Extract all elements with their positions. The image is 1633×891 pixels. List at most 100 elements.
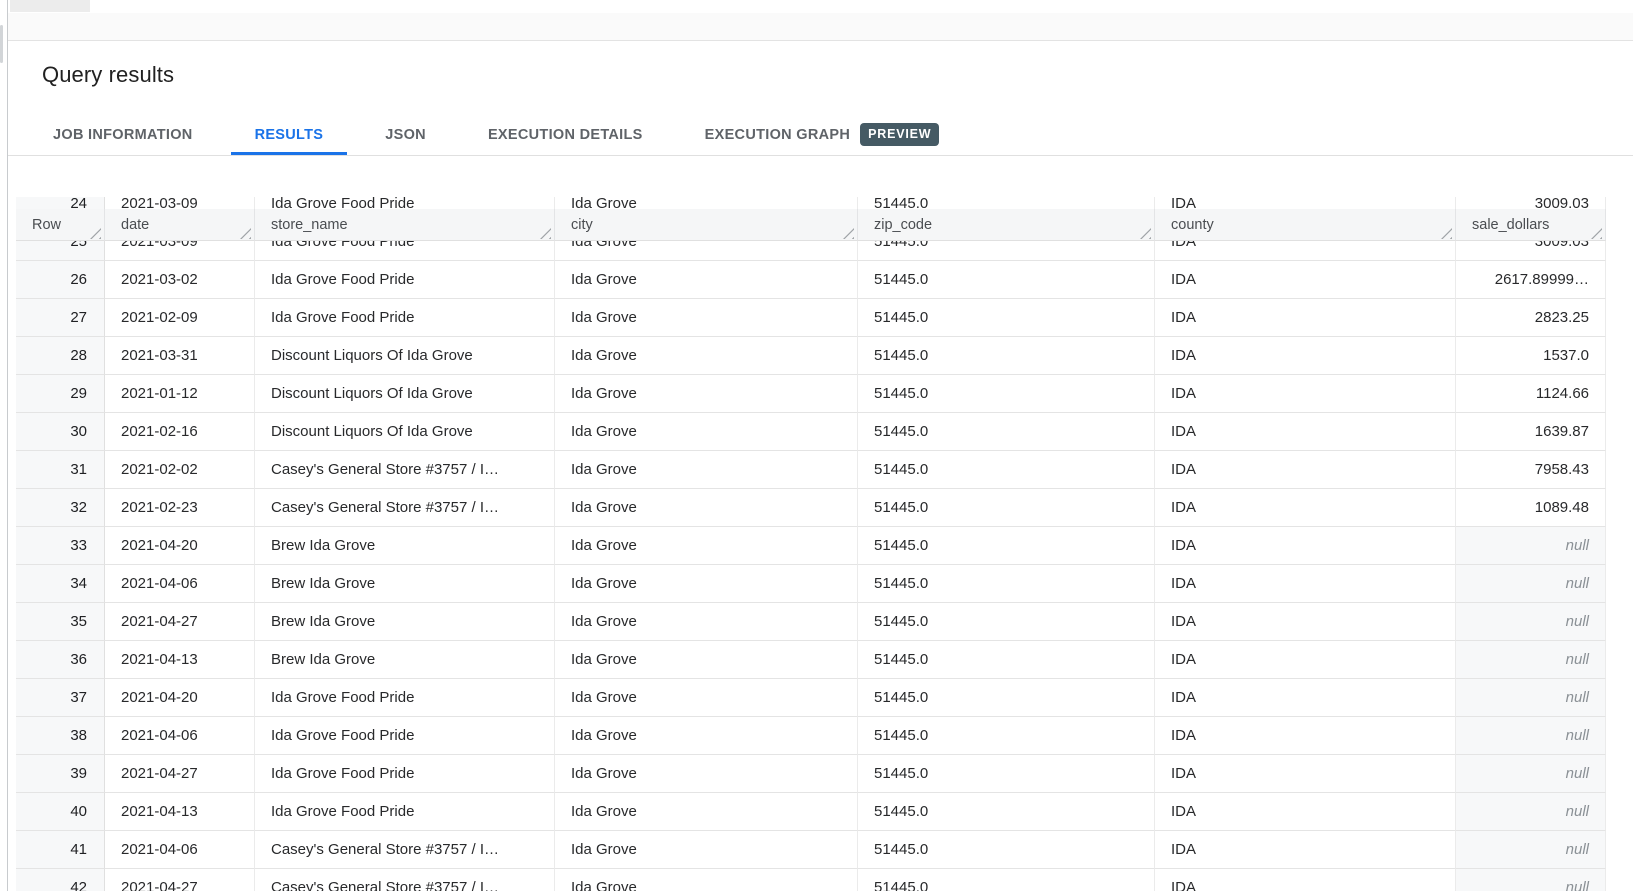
cell-city: Ida Grove — [555, 337, 858, 375]
cell-county: IDA — [1155, 337, 1456, 375]
table-row: 36 2021-04-13 Brew Ida Grove Ida Grove 51445… — [16, 641, 1606, 679]
row-number: 31 — [16, 451, 105, 489]
editor-scrollbar-thumb[interactable] — [10, 0, 90, 12]
cell-store-name: Casey's General Store #3757 / I… — [255, 489, 555, 527]
cell-county: IDA — [1155, 527, 1456, 565]
cell-city: Ida Grove — [555, 489, 858, 527]
table-row: 39 2021-04-27 Ida Grove Food Pride Ida Grov… — [16, 755, 1606, 793]
cell-date: 2021-04-27 — [105, 869, 255, 891]
cell-store-name: Discount Liquors Of Ida Grove — [255, 375, 555, 413]
column-header-label: county — [1171, 217, 1214, 233]
column-resize-handle-icon[interactable] — [843, 228, 854, 239]
cell-city: Ida Grove — [555, 603, 858, 641]
cell-store-name: Ida Grove Food Pride — [255, 299, 555, 337]
column-header-row: Row — [16, 209, 105, 241]
cell-zip-code: 51445.0 — [858, 679, 1155, 717]
cell-county: IDA — [1155, 375, 1456, 413]
tab-json[interactable]: JSON — [361, 114, 450, 155]
cell-zip-code: 51445.0 — [858, 755, 1155, 793]
panel-divider — [7, 0, 8, 891]
tab-results[interactable]: RESULTS — [230, 114, 348, 155]
cell-city: Ida Grove — [555, 869, 858, 891]
column-header-zip_code: zip_code — [858, 209, 1155, 241]
cell-county: IDA — [1155, 869, 1456, 891]
results-tabbar: JOB INFORMATION RESULTS JSON EXECUTION DETA… — [8, 114, 1633, 156]
cell-sale-dollars: null — [1456, 679, 1606, 717]
row-number: 28 — [16, 337, 105, 375]
cell-sale-dollars: null — [1456, 527, 1606, 565]
cell-zip-code: 51445.0 — [858, 261, 1155, 299]
cell-date: 2021-04-13 — [105, 793, 255, 831]
row-number: 26 — [16, 261, 105, 299]
column-header-store_name: store_name — [255, 209, 555, 241]
table-row: 32 2021-02-23 Casey's General Store #3757 … — [16, 489, 1606, 527]
cell-store-name: Ida Grove Food Pride — [255, 717, 555, 755]
row-number: 36 — [16, 641, 105, 679]
cell-county: IDA — [1155, 717, 1456, 755]
cell-store-name: Brew Ida Grove — [255, 603, 555, 641]
cell-zip-code: 51445.0 — [858, 793, 1155, 831]
cell-zip-code: 51445.0 — [858, 337, 1155, 375]
cell-city: Ida Grove — [555, 641, 858, 679]
tab-label: EXECUTION GRAPH — [704, 126, 851, 143]
cell-store-name: Brew Ida Grove — [255, 527, 555, 565]
table-row: 31 2021-02-02 Casey's General Store #3757 … — [16, 451, 1606, 489]
column-header-sale_dollars: sale_dollars — [1456, 209, 1606, 241]
cell-store-name: Ida Grove Food Pride — [255, 261, 555, 299]
cell-date: 2021-03-31 — [105, 337, 255, 375]
row-number: 30 — [16, 413, 105, 451]
cell-city: Ida Grove — [555, 793, 858, 831]
column-resize-handle-icon[interactable] — [240, 228, 251, 239]
tab-execution-graph[interactable]: EXECUTION GRAPH PREVIEW — [681, 114, 964, 155]
results-table-viewport[interactable]: 24 2021-03-09 Ida Grove Food Pride Ida Grov… — [16, 197, 1606, 891]
cell-date: 2021-02-09 — [105, 299, 255, 337]
column-resize-handle-icon[interactable] — [540, 228, 551, 239]
column-header-label: city — [571, 217, 593, 233]
column-resize-handle-icon[interactable] — [1591, 228, 1602, 239]
cell-sale-dollars: null — [1456, 869, 1606, 891]
cell-sale-dollars: 1089.48 — [1456, 489, 1606, 527]
cell-store-name: Ida Grove Food Pride — [255, 755, 555, 793]
table-row: 40 2021-04-13 Ida Grove Food Pride Ida Grov… — [16, 793, 1606, 831]
column-resize-handle-icon[interactable] — [90, 228, 101, 239]
row-number: 32 — [16, 489, 105, 527]
column-header-label: zip_code — [874, 217, 933, 233]
left-scrollbar-thumb[interactable] — [0, 25, 3, 63]
row-number: 37 — [16, 679, 105, 717]
column-resize-handle-icon[interactable] — [1441, 228, 1452, 239]
cell-sale-dollars: null — [1456, 565, 1606, 603]
results-rows: 24 2021-03-09 Ida Grove Food Pride Ida Grov… — [16, 197, 1606, 891]
cell-date: 2021-04-06 — [105, 717, 255, 755]
cell-zip-code: 51445.0 — [858, 831, 1155, 869]
cell-date: 2021-04-27 — [105, 603, 255, 641]
cell-zip-code: 51445.0 — [858, 413, 1155, 451]
cell-sale-dollars: 2823.25 — [1456, 299, 1606, 337]
cell-city: Ida Grove — [555, 831, 858, 869]
cell-date: 2021-04-13 — [105, 641, 255, 679]
table-row: 42 2021-04-27 Casey's General Store #3757 … — [16, 869, 1606, 891]
cell-city: Ida Grove — [555, 565, 858, 603]
cell-city: Ida Grove — [555, 375, 858, 413]
cell-sale-dollars: null — [1456, 755, 1606, 793]
cell-store-name: Brew Ida Grove — [255, 641, 555, 679]
row-number: 35 — [16, 603, 105, 641]
table-row: 33 2021-04-20 Brew Ida Grove Ida Grove 51445… — [16, 527, 1606, 565]
row-number: 38 — [16, 717, 105, 755]
cell-sale-dollars: 1537.0 — [1456, 337, 1606, 375]
page-title: Query results — [42, 62, 175, 87]
table-row: 38 2021-04-06 Ida Grove Food Pride Ida Grov… — [16, 717, 1606, 755]
cell-city: Ida Grove — [555, 679, 858, 717]
cell-store-name: Casey's General Store #3757 / I… — [255, 869, 555, 891]
cell-sale-dollars: null — [1456, 793, 1606, 831]
row-number: 39 — [16, 755, 105, 793]
preview-badge: PREVIEW — [860, 123, 940, 146]
cell-county: IDA — [1155, 793, 1456, 831]
cell-county: IDA — [1155, 679, 1456, 717]
cell-store-name: Ida Grove Food Pride — [255, 793, 555, 831]
column-header-county: county — [1155, 209, 1456, 241]
tab-job-information[interactable]: JOB INFORMATION — [29, 114, 217, 155]
tab-execution-details[interactable]: EXECUTION DETAILS — [464, 114, 667, 155]
column-resize-handle-icon[interactable] — [1140, 228, 1151, 239]
cell-city: Ida Grove — [555, 527, 858, 565]
row-number: 34 — [16, 565, 105, 603]
